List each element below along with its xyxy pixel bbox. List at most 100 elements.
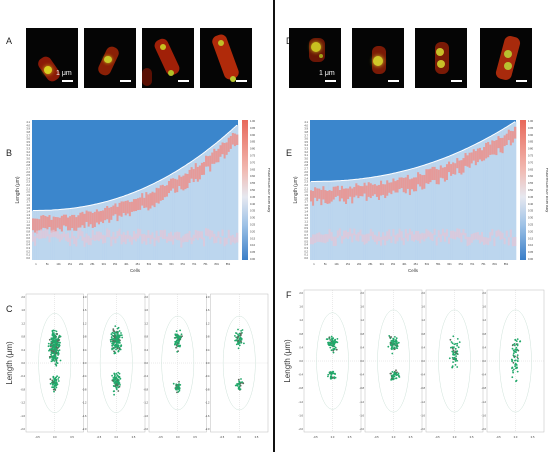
cell-profile [448,156,451,260]
y-tick-label: 0.4 [421,345,425,349]
scatter-point [512,354,515,357]
cell-profile-band [104,207,107,221]
scatter-point [51,358,53,361]
scatter-point [174,343,176,345]
y-tick-label: 0.8 [360,332,364,336]
scatter-point [330,335,333,338]
cell-profile-band [367,233,371,242]
y-tick-label: 0.4 [83,348,87,352]
cell-profile-band [505,230,509,237]
cell-profile-band [377,231,381,242]
cell-profile-band [132,199,136,212]
y-tick-label: -1.2 [82,401,87,405]
cell-profile [54,209,58,260]
cell-profile [211,146,214,260]
x-tick-label: 0.5 [132,435,136,439]
cell-profile [213,144,216,260]
cell-profile-body [182,166,185,260]
cell-profile-body [439,159,443,260]
y-tick-label: 4.0 [304,123,308,127]
y-tick-label: 1.8 [304,196,308,200]
x-tick-label: 1 [35,262,37,266]
cell-profile-body [353,179,356,260]
cell-profile-band [235,134,239,146]
cell-profile-band [398,177,401,190]
cell-profile-band [443,232,447,242]
cell-profile-body [454,153,457,260]
cell-profile-band [359,186,362,197]
cell-profile-band [373,234,377,243]
cell-profile-band [382,184,385,195]
scatter-point [180,333,183,336]
scatter-point [397,341,400,344]
cell-profile-band [485,237,488,245]
scatter-point [237,347,240,350]
y-tick-label: -1.6 [82,414,87,418]
cell-profile-band [466,155,469,167]
scatter-point [236,383,239,385]
scatter-point [174,387,177,390]
cell-profile [124,195,128,260]
y-tick-label: 0.8 [482,332,486,336]
y-tick-label: 2.0 [421,291,425,295]
cell-profile [120,196,123,260]
scatter-subplot: 2.0 1.6 1.2 0.8 0.4 0.0 -0.4 -0.8 -1.2 -1.6 -2.0 -0… [21,293,84,439]
scatter-point [393,348,396,351]
cell-profile-band [342,188,346,202]
scatter-point [52,386,54,389]
scatter-point [394,344,397,347]
scatter-point [234,335,236,337]
cell-profile [398,171,401,260]
y-tick-label: 2.2 [26,183,30,187]
y-tick-label: 1.6 [144,308,148,312]
scatter-point [175,339,178,342]
y-tick-label: -1.2 [360,400,365,404]
colorbar-tick-label: 0.00 [250,257,256,261]
cell-profile-band [104,235,107,243]
cell-profile-body [332,180,336,260]
y-tick-label: -2.0 [21,427,26,431]
cell-profile-body [493,134,496,260]
colorbar-tick-label: 0.15 [250,236,256,240]
y-tick-label: 1.6 [21,308,25,312]
cell-profile-band [421,232,424,240]
cell-profile-band [202,162,206,175]
scatter-point [389,342,392,344]
cell-profile-band [487,141,490,158]
cell-profile-body [448,156,451,260]
cell-profile-body [361,178,364,260]
y-tick-label: 0.4 [304,243,308,247]
cell-profile-band [32,231,35,242]
cell-profile-body [213,144,216,260]
scatter-point [49,349,51,351]
scatter-point [178,335,181,338]
cell-profile [392,173,395,260]
cell-outline [161,315,195,411]
cell-profile-band [151,232,154,239]
scatter-point [238,380,241,383]
heatmap-e: 4.14.03.93.83.73.63.53.43.33.23.13.02.92… [293,119,548,273]
scatter-point [52,340,54,343]
colorbar-tick-label: 0.95 [250,126,256,130]
cell-profile-band [213,148,216,164]
cell-profile-band [312,190,315,206]
colorbar-tick-label: 0.25 [250,223,256,227]
y-tick-label: 0.5 [304,239,308,243]
cell-profile-band [231,132,235,145]
cell-profile-band [497,136,500,149]
cell-profile-band [417,172,420,185]
y-tick-label: 4.0 [26,123,30,127]
scatter-point [387,345,390,348]
y-tick-label: 1.5 [304,206,308,210]
cell-profile-body [380,175,383,260]
cell-profile-band [147,194,150,211]
y-tick-label: 0.3 [304,246,308,250]
scatter-point [240,378,242,380]
cell-profile-band [190,167,193,179]
scatter-point [119,348,122,351]
cell-profile-band [114,236,117,244]
y-tick-label: 0.0 [360,359,364,363]
scatter-point [54,357,57,360]
scatter-point [236,339,238,342]
cell-profile-body [161,178,165,260]
